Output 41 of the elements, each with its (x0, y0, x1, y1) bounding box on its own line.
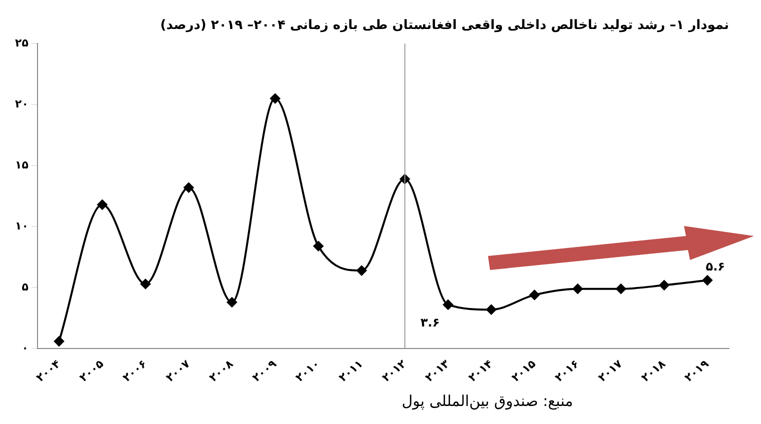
point (616, 284, 626, 294)
x-tick-label: ۲۰۰۶ (120, 357, 150, 384)
text: منبع: صندوق بین‌المللی پول (400, 392, 574, 410)
point (443, 300, 454, 310)
x-tick-label: ۲۰۱۴ (466, 357, 496, 384)
x-tick-label: ۲۰۱۳ (422, 357, 452, 384)
y-tick-label: ۰ (22, 341, 28, 354)
x-tick-label: ۲۰۱۵ (509, 357, 538, 384)
x-tick-label: ۲۰۰۴ (34, 357, 64, 384)
point (270, 94, 280, 104)
point (486, 304, 496, 315)
x-tick-label: ۲۰۱۱ (336, 357, 366, 384)
y-tick-label: ۲۰ (14, 97, 28, 110)
point (659, 280, 670, 290)
point (356, 266, 367, 276)
annotation: ۳.۶ (420, 316, 440, 330)
x-tick-label: ۲۰۰۷ (164, 357, 193, 384)
point (529, 290, 540, 300)
point (226, 297, 237, 308)
x-tick-label: ۲۰۱۰ (293, 357, 322, 384)
y-tick-label: ۱۰ (14, 219, 28, 232)
point (572, 284, 583, 294)
y-tick-label: ۵ (22, 280, 29, 294)
y-tick-label: ۲۵ (14, 36, 29, 50)
x-tick-label: ۲۰۱۷ (596, 357, 625, 384)
x-tick-label: ۲۰۰۹ (250, 357, 280, 384)
x-tick-label: ۲۰۰۸ (206, 357, 236, 384)
point (313, 241, 324, 252)
point (702, 275, 712, 286)
annotation: ۵.۶ (706, 259, 725, 274)
x-tick-label: ۲۰۱۹ (682, 357, 712, 384)
point (54, 336, 64, 346)
x-tick-label: ۲۰۱۶ (552, 357, 582, 384)
x-tick-label: ۲۰۱۲ (380, 357, 409, 384)
point (184, 182, 194, 193)
point (97, 200, 108, 210)
x-tick-label: ۲۰۱۸ (639, 357, 668, 384)
point (140, 278, 150, 289)
x-tick-label: ۲۰۰۵ (77, 357, 106, 384)
chart-title: نمودار ۱– رشد تولید ناخالص داخلی واقعی افغانستان طی بازه زمانی ۲۰۰۴– ۲۰۱۹ (درصد) (160, 18, 729, 34)
y-tick-label: ۱۵ (14, 158, 29, 172)
